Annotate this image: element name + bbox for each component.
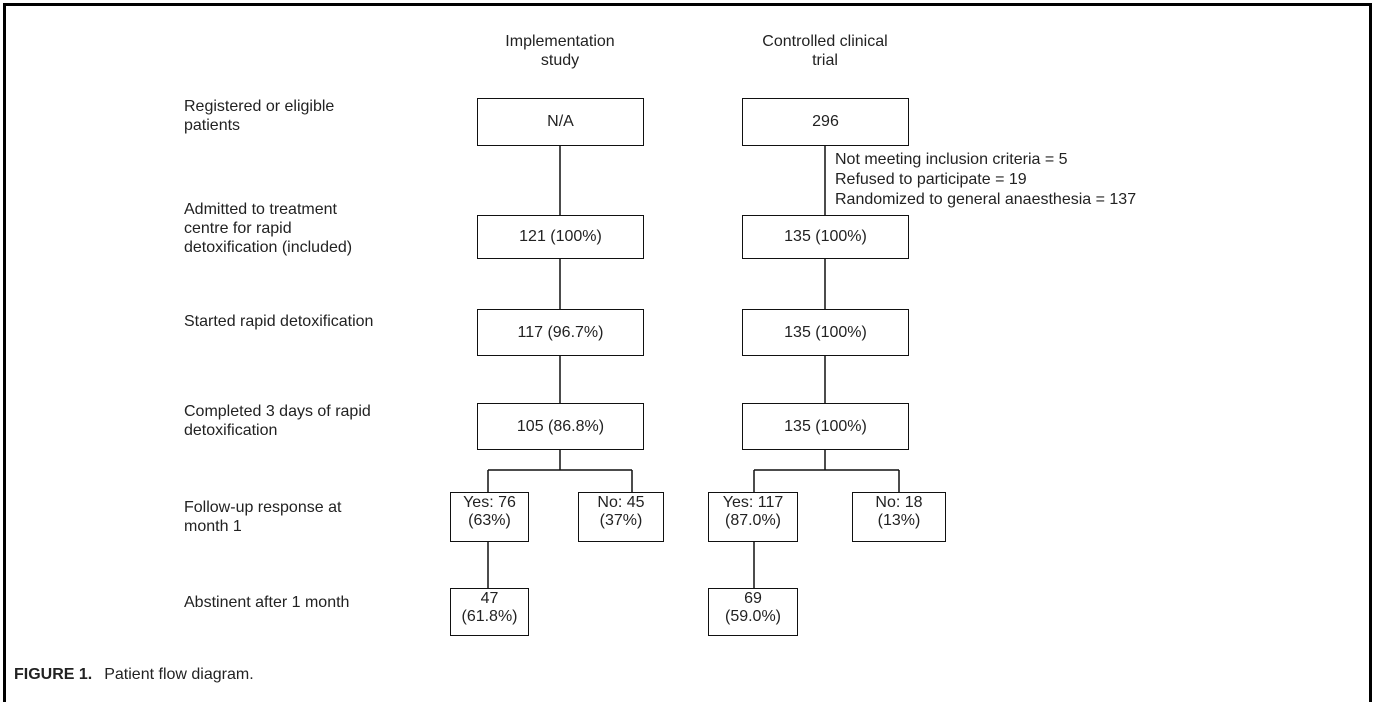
trial-yes-box: Yes: 117 (87.0%) [708, 492, 798, 542]
row-label-admitted: Admitted to treatment centre for rapid d… [184, 201, 353, 256]
trial-yes-value: Yes: 117 (87.0%) [722, 494, 784, 529]
exclusion-refused: Refused to participate = 19 [835, 171, 1027, 188]
impl-completed-box: 105 (86.8%) [477, 403, 644, 450]
impl-registered-value: N/A [547, 113, 574, 130]
row-label-completed: Completed 3 days of rapid detoxification [184, 403, 371, 439]
impl-abstinent-value: 47 (61.8%) [461, 590, 518, 625]
column-header-trial: Controlled clinical trial [762, 33, 888, 69]
impl-started-box: 117 (96.7%) [477, 309, 644, 356]
row-label-started: Started rapid detoxification [184, 313, 374, 330]
impl-started-value: 117 (96.7%) [517, 323, 604, 341]
row-label-registered: Registered or eligible patients [184, 98, 335, 134]
trial-abstinent-value: 69 (59.0%) [724, 590, 782, 625]
exclusion-randomized-general-anaesthesia: Randomized to general anaesthesia = 137 [835, 191, 1137, 208]
trial-completed-box: 135 (100%) [742, 403, 909, 450]
impl-admitted-box: 121 (100%) [477, 215, 644, 259]
trial-admitted-value: 135 (100%) [784, 228, 867, 245]
trial-registered-box: 296 [742, 98, 909, 146]
exclusion-not-meeting-criteria: Not meeting inclusion criteria = 5 [835, 151, 1068, 168]
trial-started-value: 135 (100%) [784, 323, 867, 341]
trial-admitted-box: 135 (100%) [742, 215, 909, 259]
trial-no-box: No: 18 (13%) [852, 492, 946, 542]
impl-yes-value: Yes: 76 (63%) [463, 494, 516, 529]
impl-admitted-value: 121 (100%) [519, 228, 602, 245]
trial-no-value: No: 18 (13%) [875, 494, 923, 529]
row-label-abstinent: Abstinent after 1 month [184, 594, 350, 611]
trial-completed-value: 135 (100%) [784, 417, 867, 435]
impl-yes-box: Yes: 76 (63%) [450, 492, 529, 542]
impl-no-value: No: 45 (37%) [597, 494, 645, 529]
trial-started-box: 135 (100%) [742, 309, 909, 356]
figure-frame [3, 3, 1372, 702]
row-label-followup: Follow-up response at month 1 [184, 499, 342, 535]
impl-abstinent-box: 47 (61.8%) [450, 588, 529, 636]
figure-caption-text: Patient flow diagram. [104, 666, 254, 683]
impl-completed-value: 105 (86.8%) [516, 417, 605, 435]
impl-no-box: No: 45 (37%) [578, 492, 664, 542]
trial-abstinent-box: 69 (59.0%) [708, 588, 798, 636]
figure-caption: FIGURE 1. Patient flow diagram. [14, 666, 254, 684]
figure-caption-label: FIGURE 1. [14, 666, 93, 683]
impl-registered-box: N/A [477, 98, 644, 146]
trial-registered-value: 296 [812, 113, 839, 130]
column-header-implementation: Implementation study [505, 33, 615, 69]
